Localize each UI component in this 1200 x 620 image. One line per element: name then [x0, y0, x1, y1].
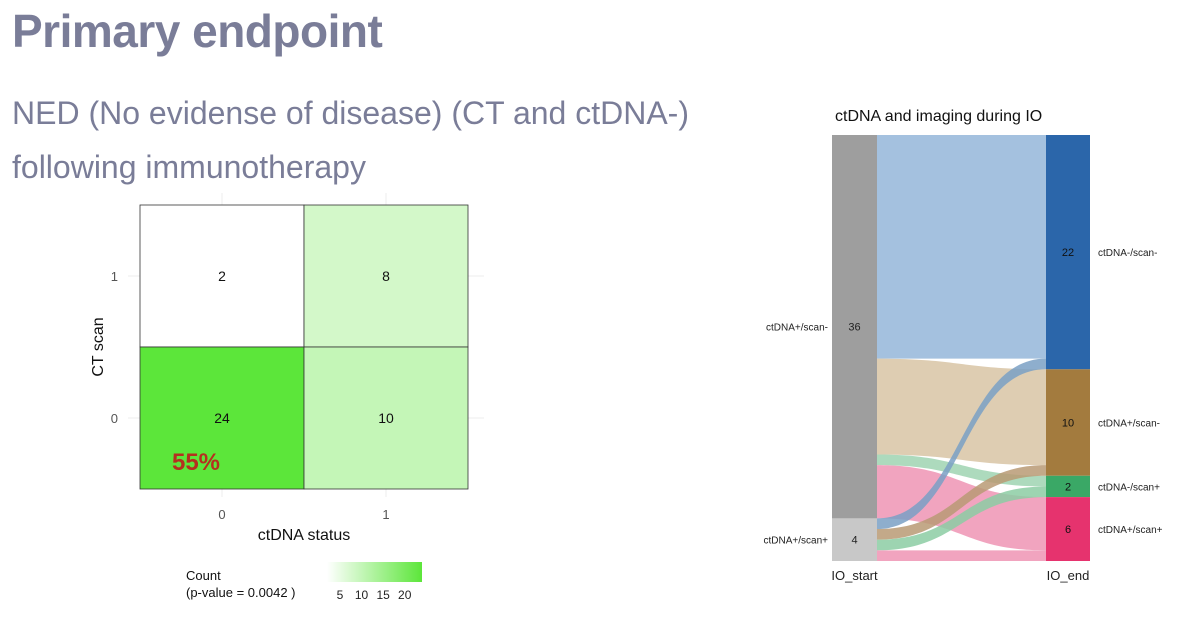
start-node-label: ctDNA+/scan- [766, 323, 828, 334]
start-node-value: 4 [851, 535, 857, 547]
subtitle-line-2: following immunotherapy [12, 149, 366, 185]
legend-tick-label: 20 [398, 588, 412, 602]
sankey-flow [877, 358, 1046, 466]
legend-subtitle: (p-value = 0.0042 ) [186, 585, 295, 600]
sankey-flow [877, 486, 1046, 551]
end-node-value: 10 [1062, 418, 1074, 430]
legend-tick-label: 10 [355, 588, 369, 602]
sankey-flow [877, 465, 1046, 551]
x-tick-label: 0 [218, 507, 225, 522]
heatmap-cell [303, 204, 469, 348]
sankey-flow [877, 465, 1046, 540]
end-node-label: ctDNA-/scan- [1098, 248, 1157, 259]
legend-colorbar [327, 562, 422, 582]
cell-value-label: 8 [382, 268, 390, 284]
sankey-start-node [832, 518, 877, 561]
end-node-label: ctDNA+/scan+ [1098, 525, 1163, 536]
sankey-end-node [1046, 497, 1090, 561]
y-tick-label: 1 [111, 269, 118, 284]
legend-tick-label: 15 [376, 588, 390, 602]
cell-value-label: 24 [214, 410, 230, 426]
sankey-end-node [1046, 135, 1090, 370]
sankey-end-node [1046, 369, 1090, 476]
end-node-value: 2 [1065, 481, 1071, 493]
legend-title: Count [186, 568, 221, 583]
subtitle-line-1: NED (No evidense of disease) (CT and ctD… [12, 95, 689, 131]
sankey-start-node [832, 135, 877, 519]
slide-title: Primary endpoint [12, 5, 383, 57]
start-node-value: 36 [848, 322, 860, 334]
cell-value-label: 2 [218, 268, 226, 284]
sankey-axis-label: IO_end [1047, 568, 1090, 583]
legend-tick-label: 5 [337, 588, 344, 602]
sankey-title: ctDNA and imaging during IO [835, 108, 1042, 125]
x-tick-label: 1 [382, 507, 389, 522]
x-axis-title: ctDNA status [258, 527, 350, 544]
sankey-flow [877, 454, 1046, 487]
y-axis-title: CT scan [90, 317, 107, 376]
end-node-value: 6 [1065, 524, 1071, 536]
sankey-flow [877, 358, 1046, 530]
y-tick-label: 0 [111, 411, 118, 426]
end-node-value: 22 [1062, 247, 1074, 259]
heatmap-cell [139, 346, 305, 490]
sankey-flow [877, 135, 1046, 359]
end-node-label: ctDNA-/scan+ [1098, 482, 1160, 493]
cell-annotation: 55% [172, 449, 220, 476]
heatmap-cell [303, 346, 469, 490]
sankey-end-node [1046, 475, 1090, 498]
slide-subtitle: NED (No evidense of disease) (CT and ctD… [12, 86, 689, 194]
heatmap-cell [139, 204, 305, 348]
start-node-label: ctDNA+/scan+ [764, 536, 829, 547]
sankey-flow [877, 550, 1046, 561]
cell-value-label: 10 [378, 410, 394, 426]
sankey-axis-label: IO_start [831, 568, 878, 583]
end-node-label: ctDNA+/scan- [1098, 419, 1160, 430]
